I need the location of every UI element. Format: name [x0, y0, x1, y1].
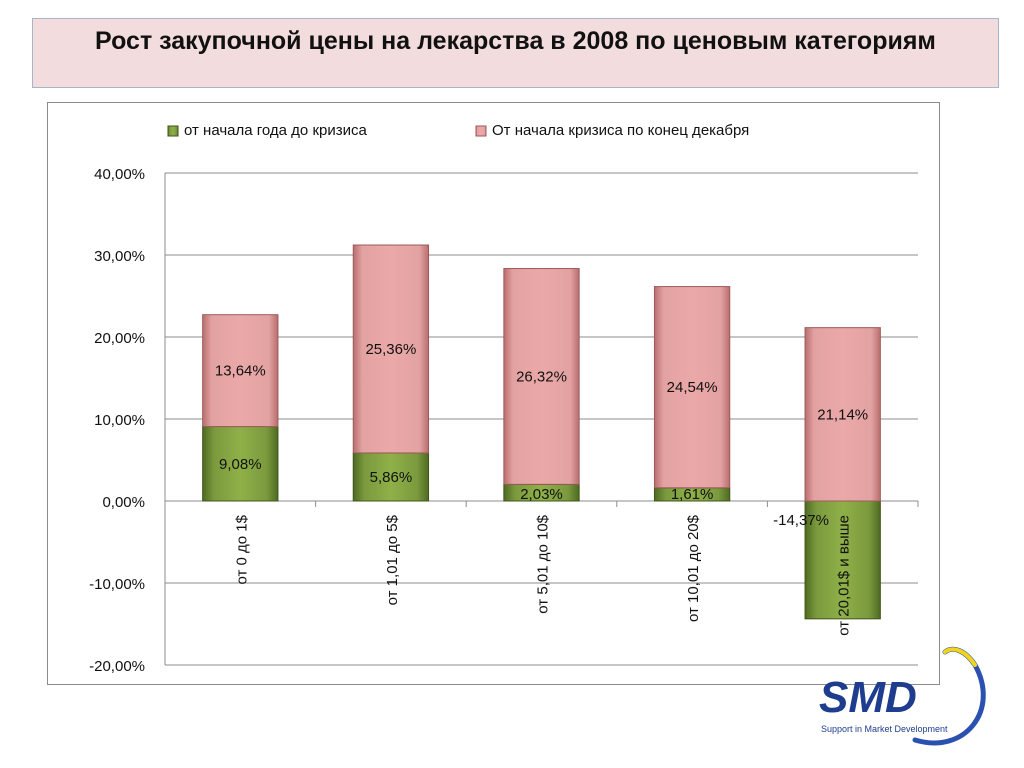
category-label: от 20,01$ и выше	[836, 515, 853, 636]
bar-segment	[804, 327, 881, 502]
bar-segment	[202, 314, 279, 428]
data-label: 5,86%	[370, 469, 413, 486]
data-label: 13,64%	[215, 363, 266, 380]
chart-frame: -20,00% -10,00% 0,00% 10,00% 20,00% 30,00% 40,…	[47, 102, 940, 685]
y-tick-label: 0,00%	[102, 494, 145, 511]
data-label: 26,32%	[516, 368, 567, 385]
title-banner: Рост закупочной цены на лекарства в 2008…	[32, 18, 999, 88]
bar-segment	[653, 286, 731, 489]
data-label: 9,08%	[219, 456, 262, 473]
smd-logo: SMD Support in Market Development	[819, 646, 986, 746]
y-tick-label: -10,00%	[89, 576, 145, 593]
bar-segment	[804, 500, 881, 620]
logo-tagline: Support in Market Development	[821, 724, 948, 734]
logo-text: SMD	[819, 673, 917, 722]
category-label: от 0 до 1$	[233, 514, 250, 584]
bar-segment	[352, 244, 430, 454]
data-label: 2,03%	[520, 486, 563, 503]
category-label: от 10,01 до 20$	[685, 514, 702, 622]
data-label: 25,36%	[365, 341, 416, 358]
bar-segment	[503, 268, 580, 485]
data-label: 24,54%	[667, 379, 718, 396]
legend-label: От начала кризиса по конец декабря	[492, 122, 749, 139]
slide-title: Рост закупочной цены на лекарства в 2008…	[95, 27, 936, 55]
bar-segment	[202, 426, 279, 502]
y-tick-label: 20,00%	[94, 330, 145, 347]
y-tick-label: 40,00%	[94, 166, 145, 183]
stacked-bar-chart: -20,00% -10,00% 0,00% 10,00% 20,00% 30,00% 40,…	[89, 122, 919, 675]
data-label: -14,37%	[773, 512, 829, 529]
y-tick-label: 10,00%	[94, 412, 145, 429]
bar-segment	[352, 452, 430, 502]
y-tick-label: 30,00%	[94, 248, 145, 265]
category-label: от 1,01 до 5$	[384, 514, 401, 605]
data-label: 1,61%	[671, 486, 714, 503]
y-tick-label: -20,00%	[89, 658, 145, 675]
data-label: 21,14%	[817, 406, 868, 423]
legend-label: от начала года до кризиса	[184, 122, 367, 139]
legend-swatch	[167, 125, 179, 137]
category-label: от 5,01 до 10$	[535, 514, 552, 613]
legend-swatch	[475, 125, 487, 137]
